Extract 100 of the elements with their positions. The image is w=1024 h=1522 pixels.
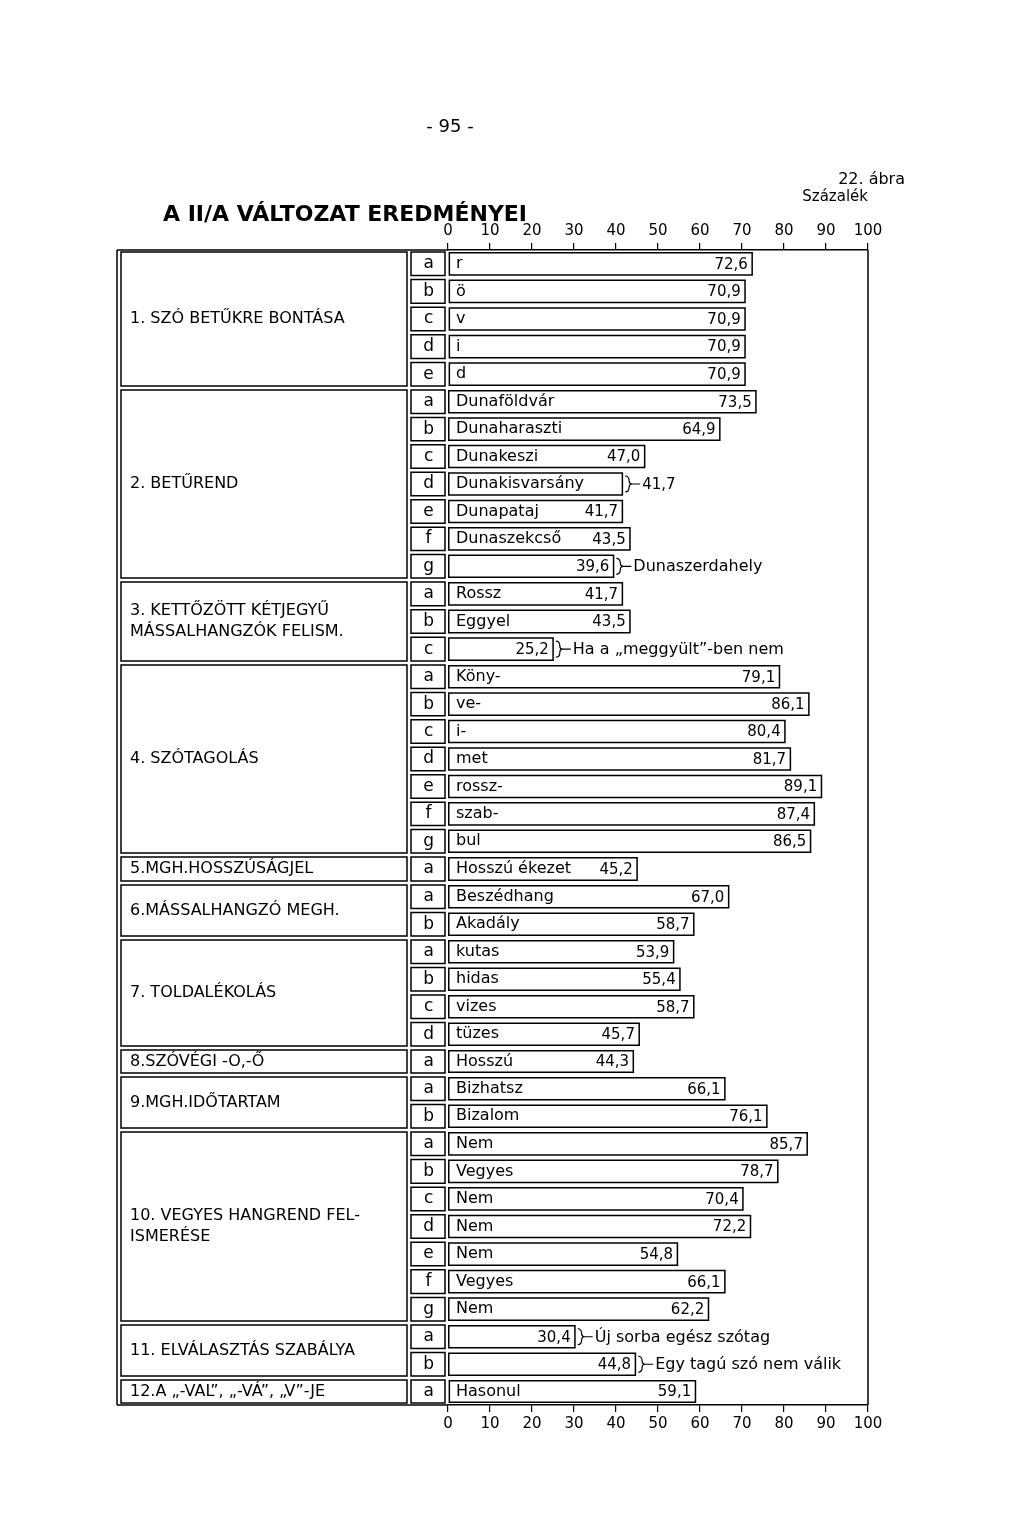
annotation: Dunaszerdahely — [633, 556, 763, 576]
y2-tick-label: Dunaföldvár — [456, 390, 555, 410]
y-tick-label: a — [423, 1379, 434, 1400]
data-label: 45,2 — [599, 859, 633, 878]
annotation: Ha a „meggyült”-ben nem — [572, 639, 784, 659]
x-tick-label: 100 — [853, 1413, 883, 1432]
data-label: 58,7 — [656, 915, 690, 934]
y-axis-title: 7. TOLDALÉKOLÁS — [130, 982, 277, 1002]
x-tick-label: 50 — [648, 220, 668, 239]
x-tick-label: 90 — [816, 1413, 836, 1432]
y2-tick-label: r — [456, 252, 463, 272]
data-label: 70,9 — [707, 282, 741, 301]
data-label: 73,5 — [718, 392, 752, 411]
y-tick-label: d — [423, 747, 434, 768]
y-tick-label: g — [423, 1297, 434, 1318]
data-label: 43,5 — [592, 612, 626, 631]
y-tick-label: c — [423, 1187, 434, 1208]
y2-tick-label: Nem — [456, 1243, 494, 1263]
data-label: 70,4 — [705, 1189, 739, 1208]
x-tick-label: 20 — [522, 1413, 542, 1432]
y2-tick-label: Vegyes — [456, 1270, 514, 1290]
y-tick-label: a — [423, 1049, 434, 1070]
data-label: 66,1 — [687, 1272, 721, 1291]
data-label: 80,4 — [747, 722, 781, 741]
y2-tick-label: ö — [456, 280, 466, 300]
y2-tick-label: Eggyel — [456, 610, 511, 630]
y2-tick-label: vizes — [456, 995, 497, 1015]
y-axis-title: 5.MGH.HOSSZÚSÁGJEL — [130, 858, 314, 878]
y-tick-label: f — [425, 802, 433, 823]
data-label: 72,6 — [714, 254, 748, 273]
y-axis-title: 6.MÁSSALHANGZÓ MEGH. — [130, 899, 340, 919]
text: 22. ábra — [838, 169, 905, 189]
x-tick-label: 70 — [732, 220, 752, 239]
y2-tick-label: Dunapataj — [456, 500, 539, 520]
data-label: 79,1 — [741, 667, 776, 686]
y-tick-label: b — [423, 417, 434, 438]
data-label: 54,8 — [639, 1244, 674, 1263]
annotation: Új sorba egész szótag — [594, 1326, 771, 1346]
y2-tick-label: Vegyes — [456, 1160, 514, 1180]
data-label: 66,1 — [687, 1079, 721, 1098]
x-tick-label: 50 — [648, 1413, 668, 1432]
data-label: 87,4 — [776, 804, 811, 823]
y2-tick-label: szab- — [456, 803, 499, 823]
y2-tick-label: Bizalom — [456, 1105, 520, 1125]
y-axis-title: 9.MGH.IDŐTARTAM — [130, 1090, 281, 1111]
y-axis-title: 11. ELVÁLASZTÁS SZABÁLYA — [130, 1339, 356, 1359]
y-tick-label: c — [423, 444, 434, 465]
y-axis-title: 1. SZÓ BETŰKRE BONTÁSA — [130, 307, 345, 328]
y2-tick-label: Bizhatsz — [456, 1077, 523, 1097]
y2-tick-label: bul — [456, 830, 481, 850]
x-tick-label: 90 — [816, 220, 836, 239]
y2-tick-label: kutas — [456, 940, 500, 960]
y2-tick-label: Akadály — [456, 913, 520, 933]
y2-tick-label: rossz- — [456, 775, 503, 795]
data-label: 45,7 — [601, 1025, 635, 1044]
data-label: 89,1 — [783, 777, 818, 796]
y2-tick-label: i — [456, 335, 461, 355]
y-tick-label: a — [423, 1132, 434, 1153]
y-axis-title: 10. VEGYES HANGREND FEL- ISMERÉSE — [130, 1205, 360, 1246]
data-label: 86,1 — [771, 695, 805, 714]
x-tick-label: 40 — [606, 1413, 626, 1432]
y-tick-label: e — [423, 1242, 434, 1263]
x-tick-label: 70 — [732, 1413, 752, 1432]
y2-tick-label: Nem — [456, 1215, 494, 1235]
y-tick-label: b — [423, 1352, 434, 1373]
y-axis-title: 2. BETŰREND — [130, 472, 239, 493]
data-label: 72,2 — [712, 1217, 747, 1236]
y2-tick-label: hidas — [456, 968, 499, 988]
data-label: 78,7 — [740, 1162, 774, 1181]
data-label: 30,4 — [537, 1327, 571, 1346]
y2-tick-label: Rossz — [456, 582, 502, 602]
y-tick-label: b — [423, 1104, 434, 1125]
x-tick-label: 30 — [564, 220, 584, 239]
data-label: 67,0 — [690, 887, 725, 906]
y-tick-label: f — [425, 527, 433, 548]
y2-tick-label: Hosszú — [456, 1050, 514, 1070]
x-tick-label: 80 — [774, 1413, 794, 1432]
y-tick-label: b — [423, 1159, 434, 1180]
y-tick-label: a — [423, 940, 434, 961]
y-tick-label: a — [423, 1077, 434, 1098]
data-label: 64,9 — [682, 420, 716, 439]
data-label: 58,7 — [656, 997, 690, 1016]
text: - 95 - — [426, 114, 474, 136]
y-tick-label: e — [423, 362, 434, 383]
x-tick-label: 100 — [853, 220, 883, 239]
y-tick-label: a — [423, 885, 434, 906]
x-tick-label: 10 — [480, 1413, 500, 1432]
data-label: 25,2 — [515, 640, 549, 659]
y2-tick-label: Köny- — [456, 665, 501, 685]
y2-tick-label: met — [456, 748, 488, 768]
y-tick-label: a — [423, 857, 434, 878]
data-label: 86,5 — [772, 832, 807, 851]
data-label: 70,9 — [707, 337, 741, 356]
y-tick-label: a — [423, 252, 434, 273]
x-tick-label: 40 — [606, 220, 626, 239]
x-tick-label: 10 — [480, 220, 500, 239]
x-tick-label: 30 — [564, 1413, 584, 1432]
y-tick-label: d — [423, 1022, 434, 1043]
data-label: 39,6 — [575, 557, 610, 576]
y-tick-label: g — [423, 554, 434, 575]
